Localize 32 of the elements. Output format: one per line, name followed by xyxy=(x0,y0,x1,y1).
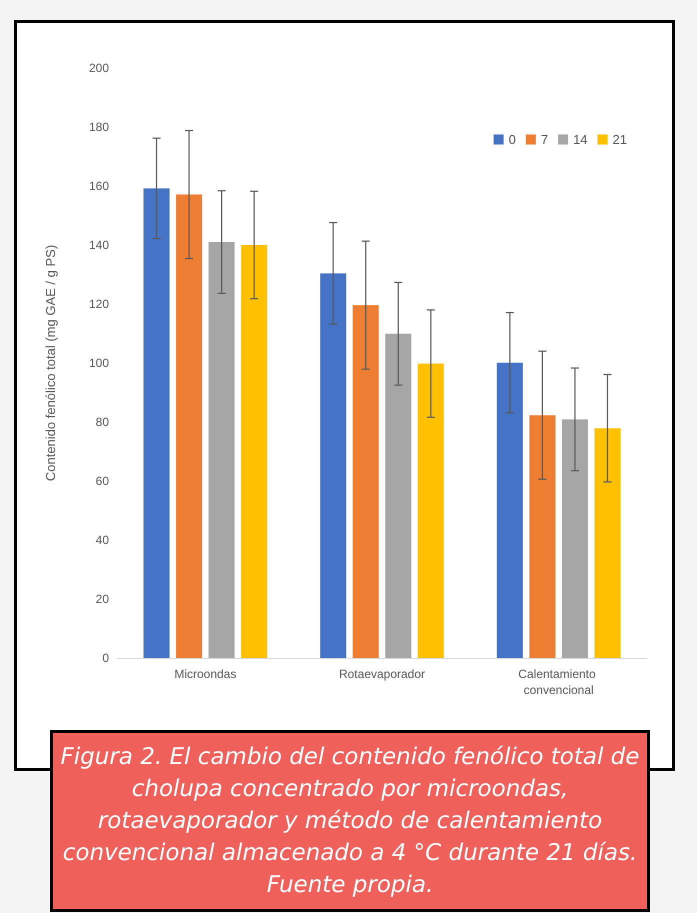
bar xyxy=(594,428,620,658)
y-tick-label: 40 xyxy=(96,533,110,547)
bar xyxy=(385,334,412,658)
bar xyxy=(176,194,202,658)
legend-label: 0 xyxy=(508,132,516,147)
legend-label: 21 xyxy=(612,132,628,147)
y-tick-label: 80 xyxy=(96,415,110,429)
bar xyxy=(320,273,346,658)
bar xyxy=(241,245,268,658)
y-tick-label: 0 xyxy=(102,651,110,665)
y-tick-label: 100 xyxy=(88,356,110,370)
text: Figura 2. El cambio del contenido fenólico total de cholupa concentrado por microondas, rotaevaporador y método de calentamiento convencional almacenado a 4 °C durante 21 días. Fuente propia. xyxy=(50,730,650,912)
bar xyxy=(529,415,556,658)
x-tick-label: Calentamiento convencional xyxy=(518,667,600,697)
y-tick-label: 180 xyxy=(88,120,110,134)
legend-label: 7 xyxy=(540,132,548,147)
y-tick-label: 20 xyxy=(96,592,110,606)
bar xyxy=(208,242,235,658)
bar xyxy=(144,188,170,658)
y-tick-label: 60 xyxy=(96,474,110,488)
bar xyxy=(352,305,379,658)
y-axis-title: Contenido fenólico total (mg GAE / g PS) xyxy=(43,244,58,482)
y-tick-label: 200 xyxy=(88,61,110,75)
x-tick-label: Microondas xyxy=(174,667,236,681)
y-tick-label: 160 xyxy=(88,179,110,193)
x-tick-label: Rotaevaporador xyxy=(338,667,426,681)
legend-label: 14 xyxy=(573,132,588,147)
bar xyxy=(496,362,523,658)
bar xyxy=(562,419,588,658)
y-tick-label: 120 xyxy=(88,297,110,311)
y-tick-label: 140 xyxy=(88,238,110,252)
bar xyxy=(418,364,444,658)
